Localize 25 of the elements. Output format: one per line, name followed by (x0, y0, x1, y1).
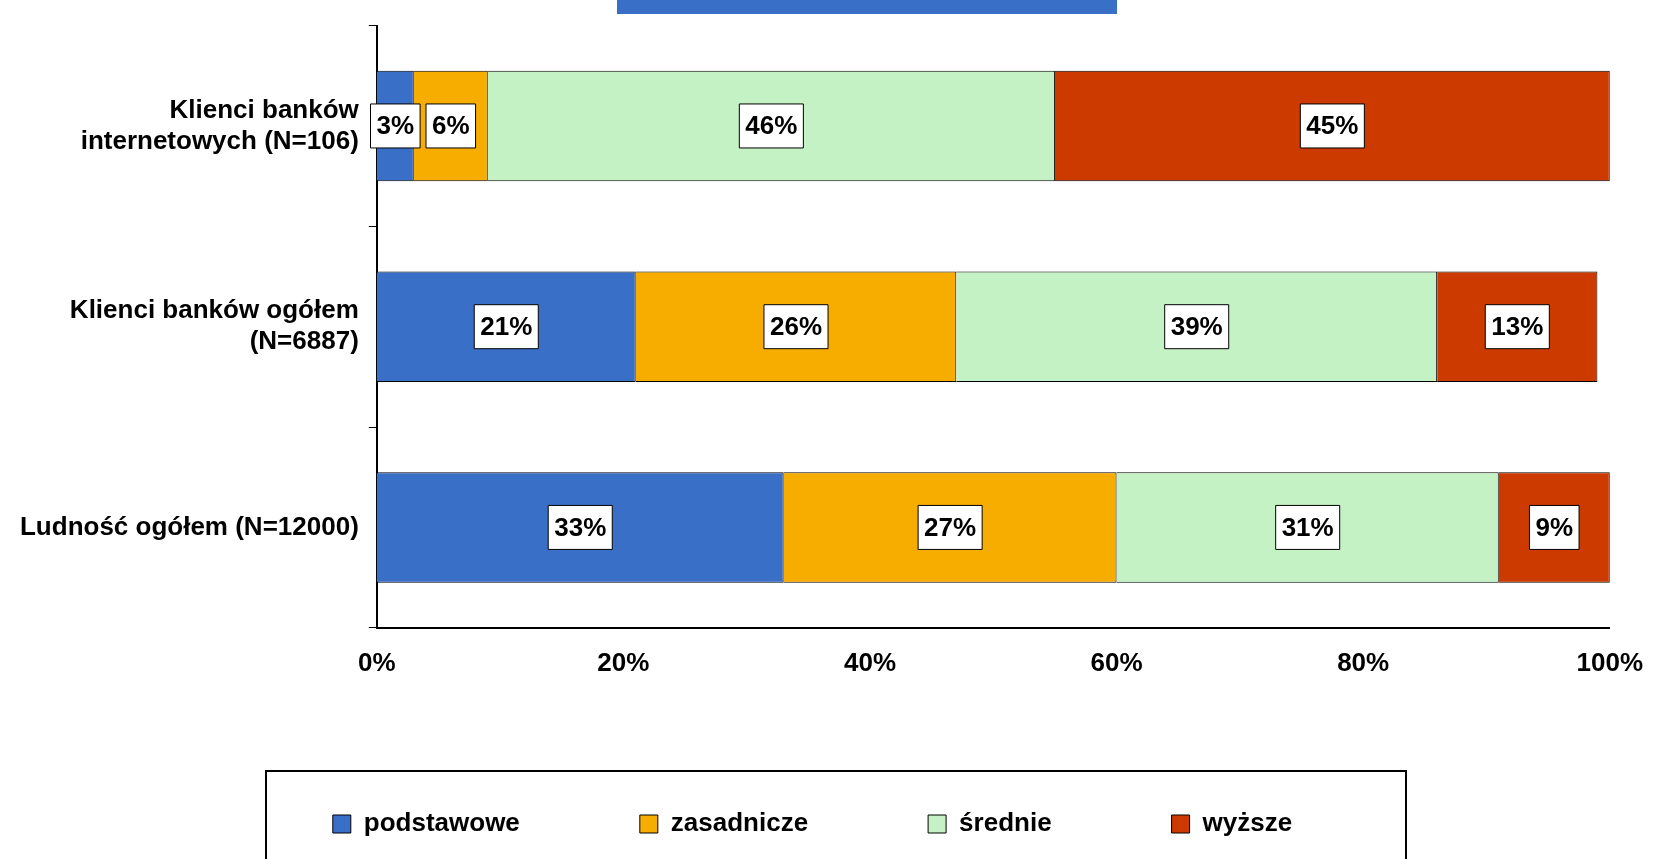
data-label: 27% (924, 511, 977, 542)
data-label: 31% (1281, 511, 1334, 542)
legend-label: wyższe (1201, 807, 1293, 838)
x-tick-label: 20% (597, 646, 650, 677)
legend-label: średnie (959, 807, 1052, 838)
data-label: 21% (480, 310, 533, 341)
data-label: 39% (1170, 310, 1223, 341)
data-label: 33% (554, 511, 607, 542)
data-label: 3% (376, 110, 415, 141)
y-tick-label: Klienci banków ogółem (N=6887) (69, 294, 359, 356)
data-label: 46% (745, 110, 798, 141)
y-tick-label: Klienci banków internetowych (N=106) (80, 93, 360, 155)
x-tick-label: 40% (843, 646, 896, 677)
data-label: 6% (431, 110, 470, 141)
data-label: 13% (1491, 310, 1544, 341)
x-tick-label: 60% (1090, 646, 1143, 677)
data-label: 9% (1535, 511, 1574, 542)
data-label: 26% (769, 310, 823, 341)
legend-label: zasadnicze (670, 807, 809, 838)
x-tick-label: 100% (1576, 646, 1643, 677)
y-tick-label: Ludność ogółem (N=12000) (19, 510, 359, 541)
x-tick-label: 80% (1337, 646, 1390, 677)
data-label: 45% (1306, 110, 1359, 141)
x-tick-label: 0% (358, 646, 396, 677)
legend-label: podstawowe (363, 807, 520, 838)
